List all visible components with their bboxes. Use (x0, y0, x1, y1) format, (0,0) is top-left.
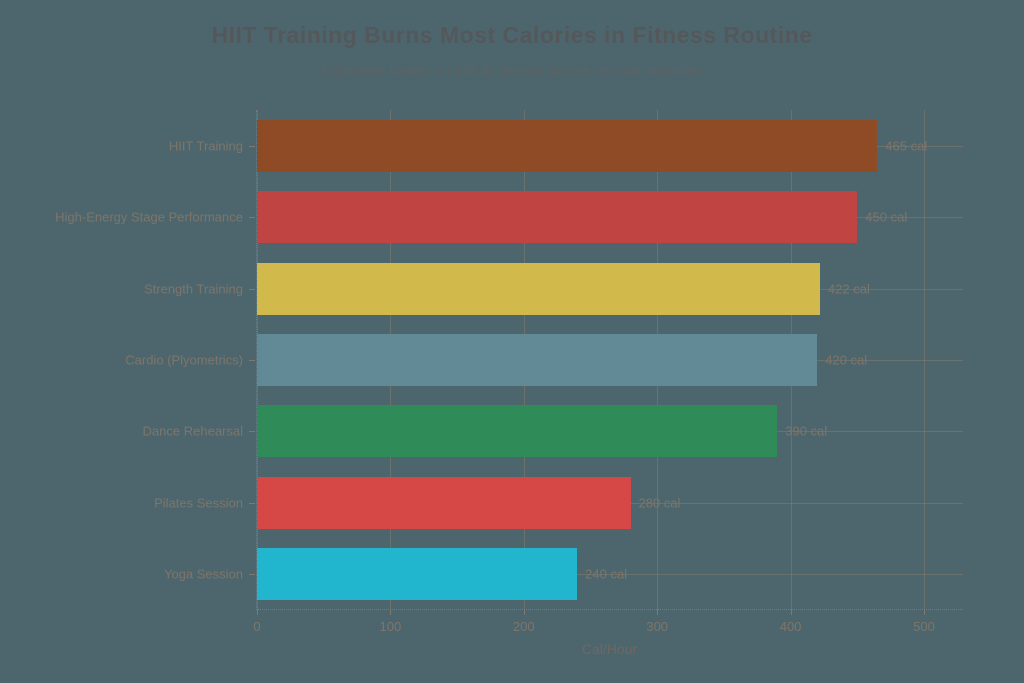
bar-row: HIIT Training 465 cal (169, 110, 963, 181)
value-label: 450 cal (865, 209, 908, 225)
y-gridline (257, 574, 963, 576)
x-gridline (923, 110, 925, 609)
y-tick-mark (249, 574, 255, 576)
plot-area: 0 100 200 300 400 500 HIIT Training 465 cal High… (55, 110, 963, 634)
y-tick-mark (249, 431, 255, 433)
value-label: 422 cal (827, 281, 870, 297)
category-label: Dance Rehearsal (142, 423, 243, 439)
x-tick-mark (523, 609, 525, 615)
x-tick-label: 400 (779, 619, 802, 634)
y-tick-mark (249, 359, 255, 361)
x-tick-label: 300 (646, 619, 669, 634)
bar-row: Dance Rehearsal 390 cal (143, 396, 963, 467)
x-tick-label: 100 (379, 619, 402, 634)
value-label: 465 cal (885, 138, 928, 154)
bar-row: Strength Training 422 cal (144, 253, 963, 324)
x-axis-title: Cal/Hour (581, 641, 638, 657)
bar-row: High-Energy Stage Performance 450 cal (55, 181, 963, 252)
bar-high-energy-stage-performance (257, 191, 858, 244)
category-label: Strength Training (143, 281, 243, 297)
category-label: High-Energy Stage Performance (55, 209, 243, 225)
bar-pilates-session (257, 476, 631, 529)
bar-row: Yoga Session 240 cal (164, 539, 963, 610)
x-tick-mark (390, 609, 392, 615)
bar-row: Cardio (Plyometrics) 420 cal (125, 324, 963, 395)
category-label: Pilates Session (154, 495, 243, 511)
x-tick-label: 200 (512, 619, 535, 634)
value-label: 240 cal (585, 566, 628, 582)
chart-subtitle: Estimates based on 155 lb person across … (321, 62, 703, 78)
x-tick-label: 0 (253, 619, 261, 634)
x-tick-mark (923, 609, 925, 615)
bar-row: Pilates Session 280 cal (154, 467, 963, 538)
x-tick-mark (257, 609, 258, 615)
y-tick-mark (249, 288, 255, 290)
x-tick-label: 500 (913, 619, 935, 634)
bar-strength-training (257, 262, 820, 315)
category-label: Cardio (Plyometrics) (125, 352, 243, 368)
chart-title: HIIT Training Burns Most Calories in Fit… (211, 22, 813, 48)
y-tick-mark (249, 502, 255, 504)
bar-cardio-plyometrics- (257, 333, 818, 386)
x-tick-mark (657, 609, 659, 615)
chart-header: HIIT Training Burns Most Calories in Fit… (0, 0, 1024, 78)
bar-hiit-training (257, 119, 878, 172)
x-tick-mark (790, 609, 792, 615)
bar-yoga-session (257, 548, 578, 601)
value-label: 390 cal (785, 423, 828, 439)
y-tick-mark (249, 217, 255, 219)
value-label: 420 cal (825, 352, 868, 368)
y-tick-mark (249, 145, 255, 147)
category-label: Yoga Session (163, 566, 243, 582)
category-label: HIIT Training (168, 138, 243, 154)
value-label: 280 cal (638, 495, 681, 511)
bar-dance-rehearsal (257, 405, 778, 458)
